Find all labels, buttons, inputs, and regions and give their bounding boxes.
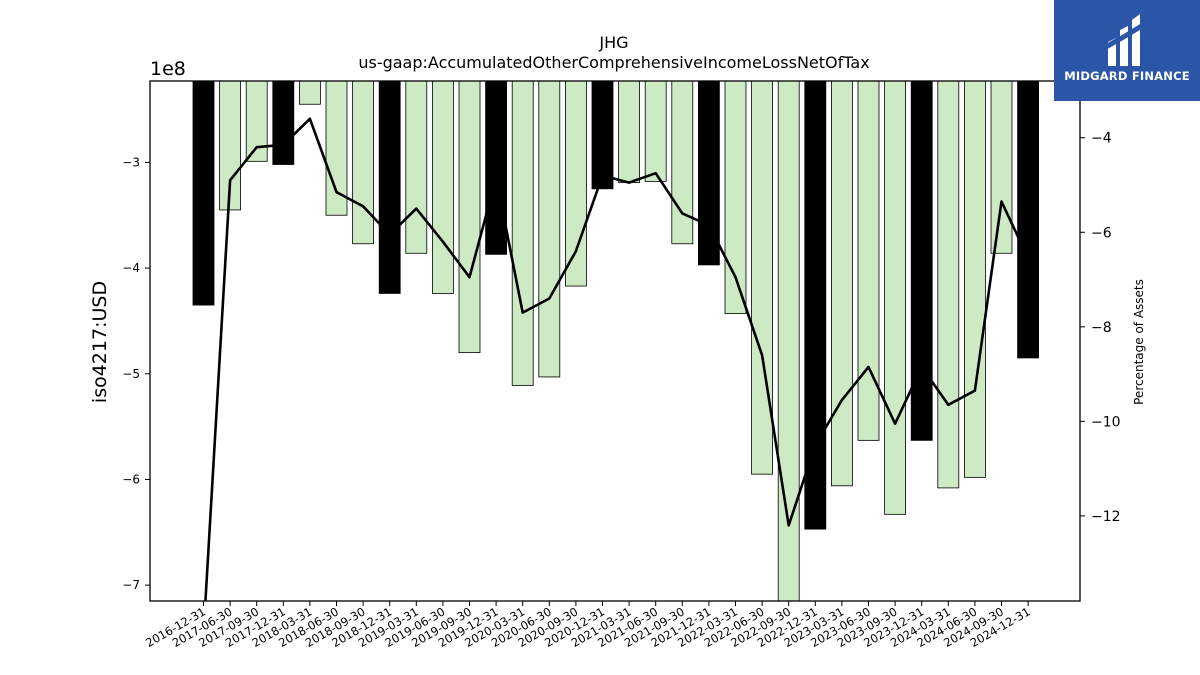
bar (352, 81, 375, 245)
chart-subtitle: us-gaap:AccumulatedOtherComprehensiveInc… (358, 53, 869, 72)
logo-text: MIDGARD FINANCE (1064, 69, 1190, 83)
bar-highlight (591, 81, 614, 190)
bar-highlight (910, 81, 933, 441)
bar (458, 81, 481, 354)
bar (777, 81, 800, 601)
bar (511, 81, 534, 386)
bar (724, 81, 747, 314)
y-tick-label: −4 (122, 261, 140, 275)
y2-tick-label: −6 (1091, 225, 1112, 241)
bar (219, 81, 242, 211)
bar-highlight (378, 81, 401, 294)
y-tick-label: −7 (122, 578, 140, 592)
y2-tick-label: −4 (1091, 131, 1112, 147)
bar-highlight (272, 81, 295, 165)
bar-highlight (1017, 81, 1039, 359)
bar-highlight (485, 81, 508, 255)
y2-tick-label: −8 (1091, 320, 1112, 336)
bar (671, 81, 694, 245)
bar (618, 81, 640, 183)
bar (884, 81, 906, 515)
y2-axis-label: Percentage of Assets (1132, 279, 1146, 405)
bar (245, 81, 268, 162)
y-tick-label: −5 (122, 367, 140, 381)
logo-mark-icon (1102, 14, 1150, 66)
bar (751, 81, 773, 475)
bar (857, 81, 880, 441)
y-axis-label: iso4217:USD (89, 281, 111, 403)
bar (405, 81, 428, 254)
chart-title: JHG (598, 33, 628, 52)
logo: MIDGARD FINANCE (1054, 0, 1200, 101)
bar (964, 81, 986, 478)
bar-highlight (698, 81, 720, 266)
percentage-line (204, 117, 1030, 601)
bar (990, 81, 1013, 254)
bar (298, 81, 321, 105)
bar (565, 81, 587, 287)
plot-frame (149, 80, 1081, 602)
bar-highlight (192, 81, 215, 306)
y-offset-label: 1e8 (150, 58, 186, 80)
line-series (204, 117, 1030, 601)
y2-tick-label: −10 (1091, 414, 1121, 430)
bar (325, 81, 348, 216)
bar-highlight (804, 81, 827, 530)
bar-series (192, 81, 1039, 601)
bar (644, 81, 667, 182)
y-tick-label: −6 (122, 472, 140, 486)
y2-tick-label: −12 (1091, 509, 1121, 525)
bar (831, 81, 853, 487)
y-tick-label: −3 (122, 155, 140, 169)
bar (937, 81, 960, 489)
bar (431, 81, 454, 294)
bar (538, 81, 561, 378)
